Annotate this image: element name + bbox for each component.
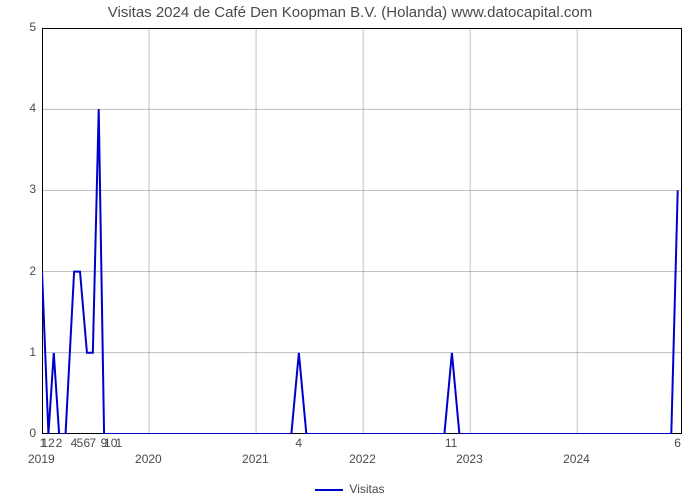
x-year-label: 2021 (242, 452, 269, 466)
x-point-label: 11 (445, 436, 457, 450)
x-point-label: 6 (674, 436, 681, 450)
x-point-label: 1 (116, 436, 123, 450)
y-tick-label: 0 (29, 426, 36, 440)
chart-title: Visitas 2024 de Café Den Koopman B.V. (H… (0, 4, 700, 21)
x-year-label: 2019 (28, 452, 55, 466)
x-point-label: 5 (76, 436, 83, 450)
y-tick-label: 4 (29, 101, 36, 115)
x-point-label: 2 (56, 436, 63, 450)
legend-swatch (315, 489, 343, 491)
x-year-label: 2023 (456, 452, 483, 466)
x-year-label: 2022 (349, 452, 376, 466)
y-tick-label: 3 (29, 182, 36, 196)
chart-plot (42, 28, 682, 434)
x-point-label: 12 (41, 436, 54, 450)
x-year-label: 2020 (135, 452, 162, 466)
chart-container: { "chart": { "type": "line", "title": "V… (0, 0, 700, 500)
x-point-label: 4 (295, 436, 302, 450)
y-tick-label: 1 (29, 345, 36, 359)
y-tick-label: 2 (29, 264, 36, 278)
legend: Visitas (0, 482, 700, 496)
x-point-label: 7 (89, 436, 96, 450)
legend-label: Visitas (349, 482, 384, 496)
y-tick-label: 5 (29, 20, 36, 34)
x-year-label: 2024 (563, 452, 590, 466)
